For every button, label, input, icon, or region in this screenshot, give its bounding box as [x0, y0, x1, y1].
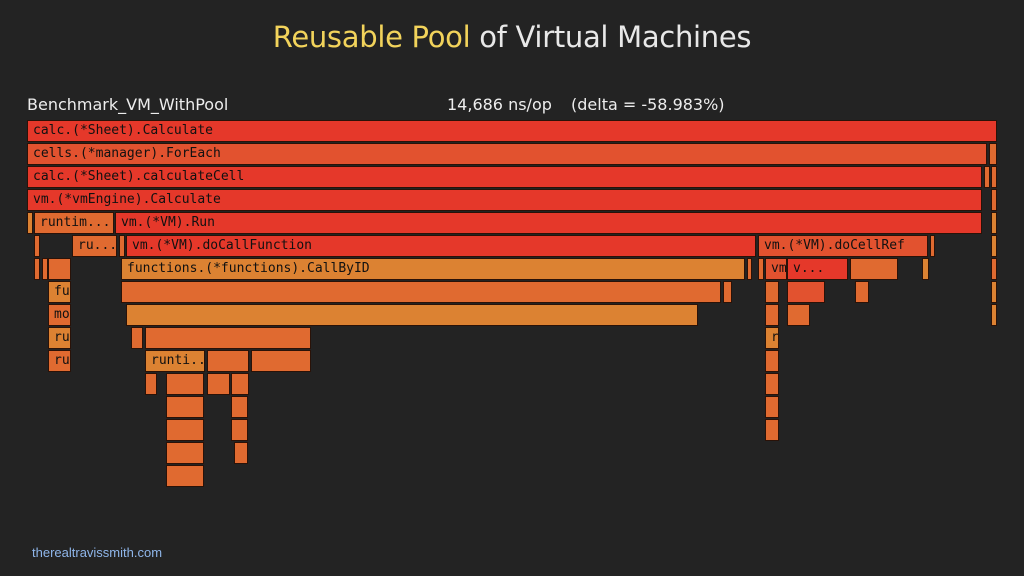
flame-frame[interactable] [27, 212, 33, 234]
flame-frame-label: runti... [771, 330, 779, 345]
flame-frame-functions-functions-sum[interactable]: functions.(*functions).Sum [48, 281, 71, 303]
flame-frame-label: runtime.growslice [54, 330, 70, 345]
flame-frame[interactable] [119, 235, 125, 257]
flame-frame[interactable] [234, 442, 248, 464]
flame-frame[interactable] [991, 189, 997, 211]
flame-frame-label: ru... [78, 238, 117, 253]
flame-frame[interactable] [166, 442, 204, 464]
flame-frame-label: cells.(*manager).ForEach [33, 146, 221, 161]
flame-frame[interactable] [166, 419, 204, 441]
flame-frame[interactable] [723, 281, 732, 303]
flame-frame-label: model.(*ResultStack).Push [54, 307, 70, 322]
flame-frame-vm-vm-run[interactable]: vm.(*VM).Run [115, 212, 982, 234]
flame-frame[interactable] [231, 419, 248, 441]
flame-frame[interactable] [166, 396, 204, 418]
flame-frame[interactable] [131, 327, 143, 349]
flame-frame-vm-vm-docellref[interactable]: vm.(*VM).doCellRef [758, 235, 928, 257]
flame-frame-label: calc.(*Sheet).Calculate [33, 123, 214, 138]
flame-frame[interactable] [991, 235, 997, 257]
flame-frame[interactable] [758, 258, 764, 280]
flame-frame[interactable] [42, 258, 48, 280]
flame-frame-label: vm.(*VM).doCallFunction [132, 238, 313, 253]
flame-frame-label: runti... [151, 353, 204, 368]
slide-title-highlight: Reusable Pool [272, 20, 471, 54]
slide-title: Reusable Pool of Virtual Machines [0, 20, 1024, 54]
benchmark-delta: (delta = -58.983%) [571, 95, 725, 114]
flame-frame[interactable] [145, 373, 157, 395]
flame-frame[interactable] [207, 373, 230, 395]
flame-frame-label: v... [793, 261, 825, 276]
flame-frame[interactable] [765, 281, 779, 303]
flame-frame[interactable] [765, 373, 779, 395]
flame-frame[interactable] [991, 258, 997, 280]
flame-frame[interactable] [787, 304, 810, 326]
flame-frame-label: vm.(*VM).Run [121, 215, 215, 230]
flame-frame[interactable] [747, 258, 752, 280]
benchmark-name: Benchmark_VM_WithPool [27, 95, 229, 114]
flame-frame-runti[interactable]: runti... [145, 350, 205, 372]
flame-frame-label: ru... [54, 353, 70, 368]
flame-frame[interactable] [989, 143, 997, 165]
flame-frame[interactable] [34, 235, 40, 257]
flame-frame-label: calc.(*Sheet).calculateCell [33, 169, 245, 184]
flame-frame[interactable] [991, 166, 997, 188]
flame-frame[interactable] [787, 281, 825, 303]
flame-frame-label: functions.(*functions).CallByID [127, 261, 370, 276]
flame-frame-label: runtim... [40, 215, 111, 230]
flame-frame[interactable] [765, 304, 779, 326]
flame-frame-ru[interactable]: ru... [48, 350, 71, 372]
flame-frame-runtim[interactable]: runtim... [34, 212, 114, 234]
flame-frame[interactable] [207, 350, 249, 372]
flame-frame-vm-vmengine-calculate[interactable]: vm.(*vmEngine).Calculate [27, 189, 982, 211]
flame-frame-model-resultstack-push[interactable]: model.(*ResultStack).Push [48, 304, 71, 326]
flame-frame[interactable] [991, 304, 997, 326]
benchmark-ns-per-op: 14,686 ns/op [447, 95, 552, 114]
flame-frame-label: vm.(*vmEngine).Calculate [33, 192, 221, 207]
flame-frame[interactable] [231, 373, 249, 395]
flame-frame[interactable] [121, 281, 721, 303]
flame-frame-calc-sheet-calculate[interactable]: calc.(*Sheet).Calculate [27, 120, 997, 142]
flame-frame-functions-functions-callbyid[interactable]: functions.(*functions).CallByID [121, 258, 745, 280]
flame-frame[interactable] [765, 419, 779, 441]
flame-frame-label: vm.(*VM).doCellRef [764, 238, 905, 253]
flame-frame-vm[interactable]: vm.(... [765, 258, 787, 280]
slide-title-rest: of Virtual Machines [470, 20, 752, 54]
flame-frame-ru[interactable]: ru... [72, 235, 117, 257]
flame-frame[interactable] [991, 212, 997, 234]
flame-frame[interactable] [166, 465, 204, 487]
flame-frame[interactable] [251, 350, 311, 372]
flame-frame-calc-sheet-calculatecell[interactable]: calc.(*Sheet).calculateCell [27, 166, 982, 188]
flame-frame-runtime-growslice[interactable]: runtime.growslice [48, 327, 71, 349]
flame-frame[interactable] [166, 373, 204, 395]
flame-frame-vm-vm-docallfunction[interactable]: vm.(*VM).doCallFunction [126, 235, 756, 257]
flame-frame[interactable] [984, 166, 990, 188]
flame-frame[interactable] [850, 258, 898, 280]
flame-frame[interactable] [991, 281, 997, 303]
flame-frame[interactable] [145, 327, 311, 349]
flame-frame[interactable] [855, 281, 869, 303]
flame-frame-label: functions.(*functions).Sum [54, 284, 70, 299]
flame-frame[interactable] [922, 258, 929, 280]
flame-frame-v[interactable]: v... [787, 258, 848, 280]
flame-frame[interactable] [126, 304, 698, 326]
flame-frame-cells-manager-foreach[interactable]: cells.(*manager).ForEach [27, 143, 987, 165]
flame-frame[interactable] [48, 258, 71, 280]
flame-frame-runti[interactable]: runti... [765, 327, 779, 349]
flame-frame[interactable] [765, 396, 779, 418]
flame-frame[interactable] [34, 258, 40, 280]
flame-frame[interactable] [765, 350, 779, 372]
flame-frame[interactable] [930, 235, 935, 257]
flame-frame-label: vm.(... [771, 261, 787, 276]
author-credit: therealtravissmith.com [32, 545, 163, 560]
flame-frame[interactable] [231, 396, 248, 418]
